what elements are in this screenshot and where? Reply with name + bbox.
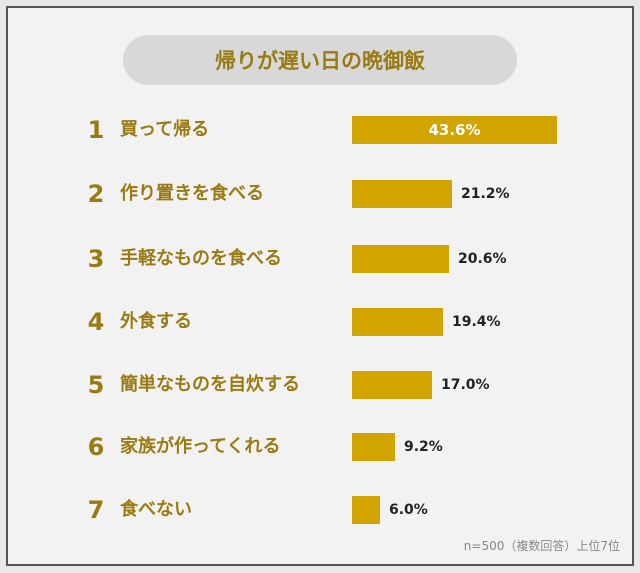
- chart-title: 帰りが遅い日の晩御飯: [123, 35, 517, 85]
- bar-row: 4 外食する 19.4%: [0, 307, 640, 337]
- rank-number: 5: [87, 371, 105, 399]
- category-label: 買って帰る: [120, 119, 210, 140]
- value-label: 6.0%: [389, 502, 428, 518]
- sample-note: n=500（複数回答）上位7位: [463, 539, 620, 553]
- category-label: 手軽なものを食べる: [120, 248, 282, 269]
- bar-row: 3 手軽なものを食べる 20.6%: [0, 244, 640, 274]
- rank-number: 7: [87, 496, 105, 524]
- bar: [352, 371, 432, 399]
- chart-frame: [6, 6, 634, 566]
- bar: [352, 496, 380, 524]
- value-label: 20.6%: [458, 251, 507, 267]
- value-label: 43.6%: [428, 121, 481, 139]
- bar-row: 2 作り置きを食べる 21.2%: [0, 179, 640, 209]
- category-label: 外食する: [120, 311, 192, 332]
- rank-number: 4: [87, 308, 105, 336]
- value-label: 17.0%: [441, 377, 490, 393]
- bar: [352, 433, 395, 461]
- value-label: 9.2%: [404, 439, 443, 455]
- bar: [352, 245, 449, 273]
- rank-number: 1: [87, 116, 105, 144]
- bar-row: 1 買って帰る 43.6%: [0, 115, 640, 145]
- bar: [352, 116, 557, 144]
- rank-number: 2: [87, 180, 105, 208]
- bar: [352, 308, 443, 336]
- value-label: 21.2%: [461, 186, 510, 202]
- category-label: 簡単なものを自炊する: [120, 374, 300, 395]
- rank-number: 3: [87, 245, 105, 273]
- bar-row: 6 家族が作ってくれる 9.2%: [0, 432, 640, 462]
- category-label: 食べない: [120, 499, 192, 520]
- rank-number: 6: [87, 433, 105, 461]
- bar: [352, 180, 452, 208]
- bar-row: 5 簡単なものを自炊する 17.0%: [0, 370, 640, 400]
- category-label: 家族が作ってくれる: [120, 436, 281, 457]
- bar-row: 7 食べない 6.0%: [0, 495, 640, 525]
- category-label: 作り置きを食べる: [120, 183, 264, 204]
- value-label: 19.4%: [452, 314, 501, 330]
